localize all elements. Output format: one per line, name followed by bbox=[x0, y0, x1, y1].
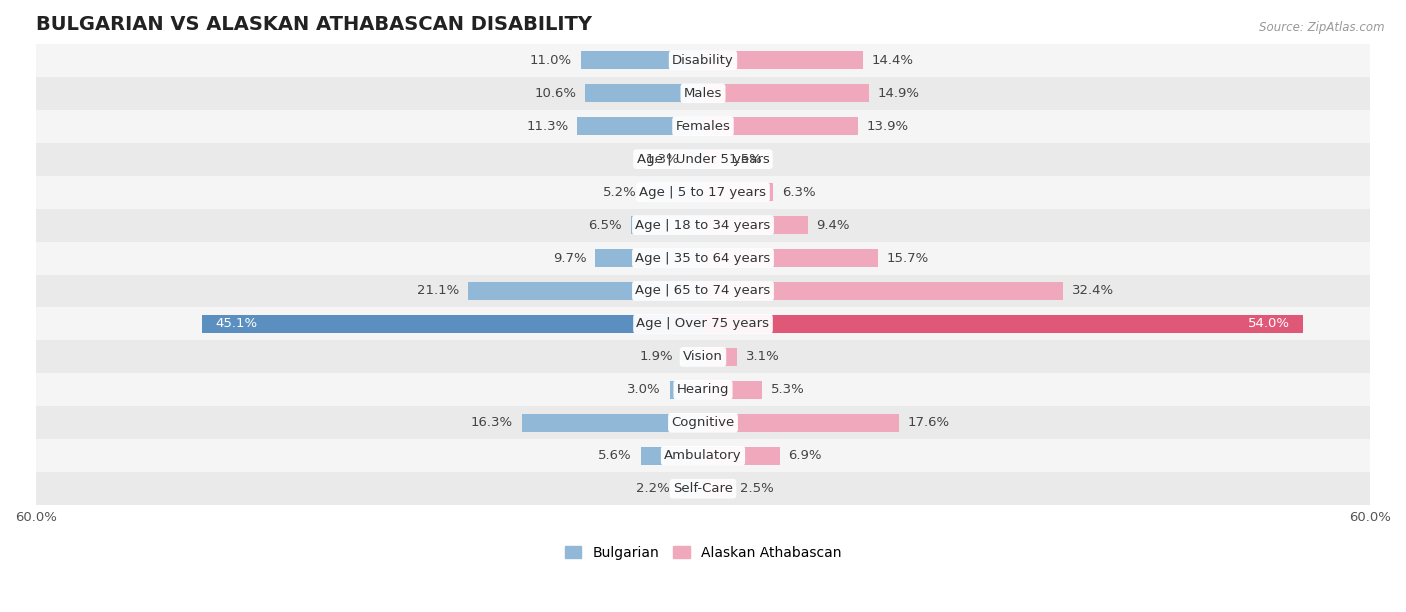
Text: 11.0%: 11.0% bbox=[530, 54, 572, 67]
Text: 5.3%: 5.3% bbox=[770, 383, 804, 397]
Text: 3.0%: 3.0% bbox=[627, 383, 661, 397]
Text: 45.1%: 45.1% bbox=[215, 318, 257, 330]
Text: 54.0%: 54.0% bbox=[1249, 318, 1291, 330]
Text: 21.1%: 21.1% bbox=[418, 285, 460, 297]
Bar bbox=[37, 242, 1369, 275]
Text: Age | Over 75 years: Age | Over 75 years bbox=[637, 318, 769, 330]
Bar bbox=[679, 480, 703, 498]
Text: 5.6%: 5.6% bbox=[598, 449, 631, 462]
Text: 6.3%: 6.3% bbox=[782, 185, 815, 199]
Bar bbox=[37, 439, 1369, 472]
Text: Hearing: Hearing bbox=[676, 383, 730, 397]
Bar bbox=[689, 150, 703, 168]
Bar bbox=[703, 315, 1303, 333]
Text: Vision: Vision bbox=[683, 351, 723, 364]
Bar bbox=[703, 150, 720, 168]
Bar bbox=[37, 373, 1369, 406]
Bar bbox=[645, 183, 703, 201]
Text: 14.9%: 14.9% bbox=[877, 87, 920, 100]
Bar bbox=[37, 44, 1369, 77]
Text: 5.2%: 5.2% bbox=[603, 185, 637, 199]
Bar bbox=[585, 84, 703, 102]
Bar bbox=[703, 381, 762, 399]
Bar bbox=[631, 216, 703, 234]
Bar bbox=[37, 110, 1369, 143]
Bar bbox=[703, 282, 1063, 300]
Bar bbox=[468, 282, 703, 300]
Bar bbox=[37, 77, 1369, 110]
Text: 1.5%: 1.5% bbox=[728, 153, 762, 166]
Text: Cognitive: Cognitive bbox=[672, 416, 734, 429]
Bar bbox=[595, 249, 703, 267]
Text: 3.1%: 3.1% bbox=[747, 351, 780, 364]
Bar bbox=[578, 117, 703, 135]
Text: 2.2%: 2.2% bbox=[636, 482, 669, 495]
Text: Ambulatory: Ambulatory bbox=[664, 449, 742, 462]
Bar bbox=[37, 275, 1369, 307]
Text: 14.4%: 14.4% bbox=[872, 54, 914, 67]
Bar bbox=[703, 117, 858, 135]
Text: Age | 35 to 64 years: Age | 35 to 64 years bbox=[636, 252, 770, 264]
Bar bbox=[703, 51, 863, 69]
Text: Age | 18 to 34 years: Age | 18 to 34 years bbox=[636, 218, 770, 231]
Bar bbox=[641, 447, 703, 465]
Text: 16.3%: 16.3% bbox=[471, 416, 513, 429]
Text: Age | Under 5 years: Age | Under 5 years bbox=[637, 153, 769, 166]
Text: Age | 5 to 17 years: Age | 5 to 17 years bbox=[640, 185, 766, 199]
Text: 11.3%: 11.3% bbox=[526, 120, 568, 133]
Bar bbox=[703, 414, 898, 432]
Text: Source: ZipAtlas.com: Source: ZipAtlas.com bbox=[1260, 21, 1385, 34]
Bar bbox=[703, 480, 731, 498]
Text: Disability: Disability bbox=[672, 54, 734, 67]
Bar bbox=[37, 143, 1369, 176]
Text: 9.4%: 9.4% bbox=[817, 218, 849, 231]
Bar bbox=[703, 249, 877, 267]
Bar bbox=[669, 381, 703, 399]
Text: Self-Care: Self-Care bbox=[673, 482, 733, 495]
Bar bbox=[37, 472, 1369, 505]
Text: 6.5%: 6.5% bbox=[588, 218, 621, 231]
Bar bbox=[581, 51, 703, 69]
Text: 15.7%: 15.7% bbox=[886, 252, 929, 264]
Text: BULGARIAN VS ALASKAN ATHABASCAN DISABILITY: BULGARIAN VS ALASKAN ATHABASCAN DISABILI… bbox=[37, 15, 592, 34]
Legend: Bulgarian, Alaskan Athabascan: Bulgarian, Alaskan Athabascan bbox=[560, 540, 846, 565]
Text: 6.9%: 6.9% bbox=[789, 449, 823, 462]
Text: 2.5%: 2.5% bbox=[740, 482, 773, 495]
Bar bbox=[703, 216, 807, 234]
Text: 17.6%: 17.6% bbox=[907, 416, 949, 429]
Bar bbox=[37, 176, 1369, 209]
Bar bbox=[37, 340, 1369, 373]
Text: Females: Females bbox=[675, 120, 731, 133]
Text: 32.4%: 32.4% bbox=[1073, 285, 1114, 297]
Text: Males: Males bbox=[683, 87, 723, 100]
Bar bbox=[703, 348, 738, 366]
Bar bbox=[37, 406, 1369, 439]
Bar bbox=[703, 84, 869, 102]
Text: 13.9%: 13.9% bbox=[866, 120, 908, 133]
Text: 9.7%: 9.7% bbox=[553, 252, 586, 264]
Bar bbox=[37, 307, 1369, 340]
Text: 1.3%: 1.3% bbox=[645, 153, 679, 166]
Bar bbox=[703, 447, 780, 465]
Bar bbox=[682, 348, 703, 366]
Bar bbox=[703, 183, 773, 201]
Text: 1.9%: 1.9% bbox=[640, 351, 673, 364]
Bar bbox=[37, 209, 1369, 242]
Text: 10.6%: 10.6% bbox=[534, 87, 576, 100]
Bar bbox=[201, 315, 703, 333]
Bar bbox=[522, 414, 703, 432]
Text: Age | 65 to 74 years: Age | 65 to 74 years bbox=[636, 285, 770, 297]
